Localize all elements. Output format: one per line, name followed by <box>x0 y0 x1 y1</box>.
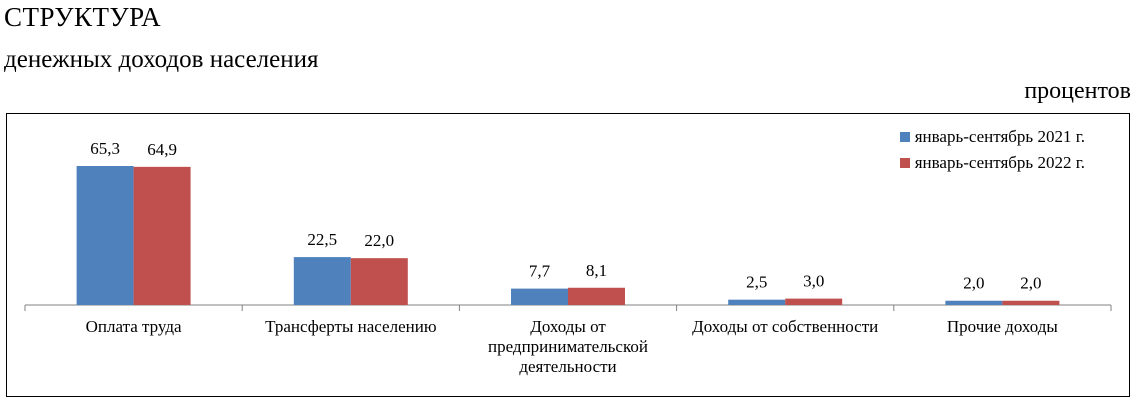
data-label: 2,0 <box>963 274 984 293</box>
category-label-line: Доходы от <box>530 317 606 336</box>
legend-item-2021: январь-сентябрь 2021 г. <box>899 124 1085 150</box>
category-label: Доходы от собственности <box>685 317 885 337</box>
bar-2022 <box>785 298 843 305</box>
data-label: 2,5 <box>746 273 767 292</box>
category-label-line: Оплата труда <box>85 317 182 336</box>
data-label: 22,5 <box>307 230 337 249</box>
category-label-line: деятельности <box>519 357 617 376</box>
chart-frame: 65,3 64,9 22,5 22,0 7,7 8,1 2,5 3,0 2,0 2,0 Оплат… <box>6 113 1130 397</box>
legend-label-2021: январь-сентябрь 2021 г. <box>914 127 1085 146</box>
legend-swatch-2022 <box>899 158 910 168</box>
category-label: Трансферты населению <box>251 317 451 337</box>
legend: январь-сентябрь 2021 г. январь-сентябрь … <box>899 124 1085 176</box>
category-label: Доходы от предпринимательской деятельности <box>468 317 668 377</box>
bar-2021 <box>945 300 1003 305</box>
bar-2021 <box>728 299 786 305</box>
data-label: 22,0 <box>364 231 394 250</box>
legend-label-2022: январь-сентябрь 2022 г. <box>914 153 1085 172</box>
bar-2022 <box>568 287 625 305</box>
data-label: 65,3 <box>90 139 120 158</box>
bar-2022 <box>1002 300 1060 305</box>
category-label-line: предпринимательской <box>488 337 648 356</box>
unit-label: процентов <box>1024 78 1131 104</box>
chart-title: СТРУКТУРА <box>4 2 162 32</box>
bar-2022 <box>350 258 408 305</box>
data-label: 7,7 <box>529 262 551 281</box>
data-label: 2,0 <box>1020 274 1041 293</box>
category-label: Оплата труда <box>34 317 234 337</box>
data-label: 8,1 <box>586 261 607 280</box>
data-label: 64,9 <box>147 140 177 159</box>
legend-item-2022: январь-сентябрь 2022 г. <box>899 150 1085 176</box>
category-label-line: Доходы от собственности <box>692 317 879 336</box>
category-label: Прочие доходы <box>902 317 1102 337</box>
bar-2022 <box>133 166 191 305</box>
category-label-line: Прочие доходы <box>946 317 1058 336</box>
bar-chart: 65,3 64,9 22,5 22,0 7,7 8,1 2,5 3,0 2,0 2,0 <box>24 139 1112 311</box>
category-label-line: Трансферты населению <box>265 317 437 336</box>
bar-2021 <box>76 166 134 305</box>
bar-2021 <box>511 288 568 305</box>
legend-swatch-2021 <box>899 132 910 142</box>
data-label: 3,0 <box>803 272 824 291</box>
chart-subtitle: денежных доходов населения <box>4 46 319 73</box>
bar-2021 <box>293 257 351 305</box>
